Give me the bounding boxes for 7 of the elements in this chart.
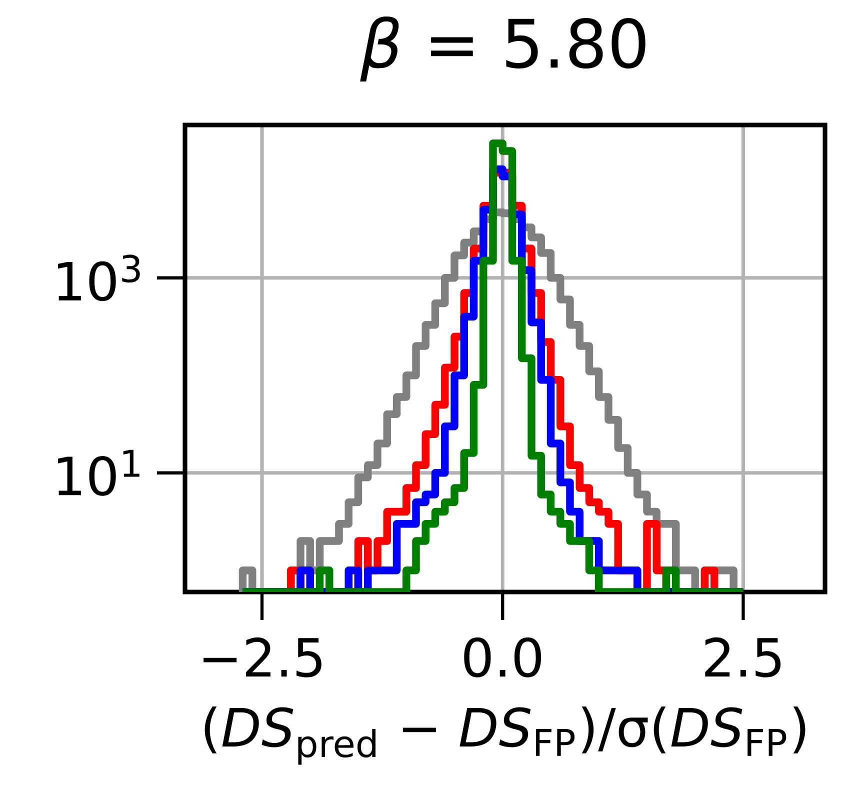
y-tick-label: 10$^{3}$ [58, 254, 140, 302]
y-tick-label: 10$^{1}$ [58, 450, 140, 496]
x-tick-label: −2.5 [204, 637, 322, 678]
chart-title: β = 5.80 [360, 16, 646, 82]
text: (DS$_{pred}$ − DS$_{FP}$)/σ(DS$_{FP}$) [204, 706, 806, 765]
x-tick-label: 2.5 [705, 637, 781, 678]
x-tick-label: 0.0 [464, 637, 542, 678]
